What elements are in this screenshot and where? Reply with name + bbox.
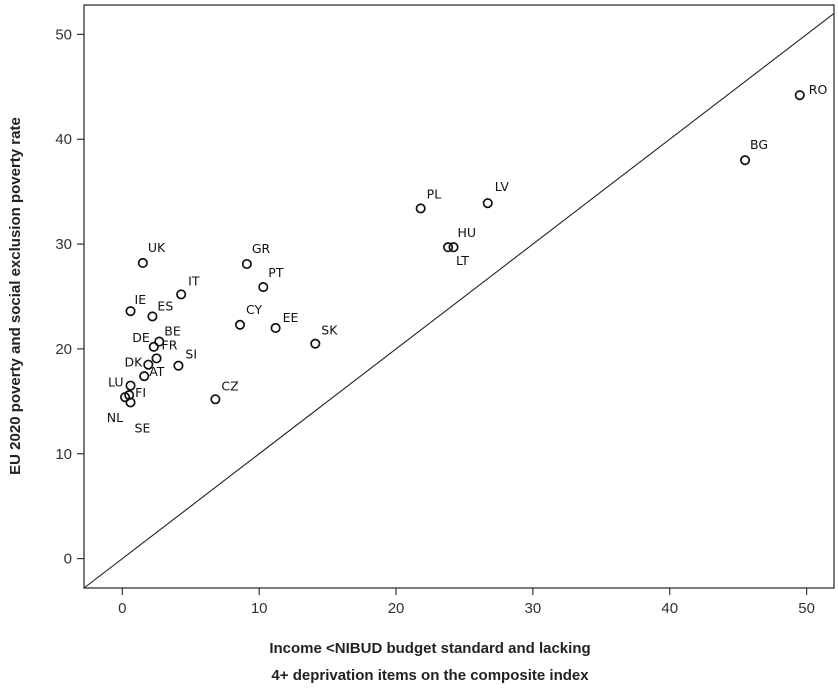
data-points-layer [120,90,805,408]
x-tick-label: 10 [251,600,268,617]
y-tick-label: 30 [55,236,72,253]
point-label-hu: HU [458,225,477,240]
plot-frame [83,4,835,589]
data-point-fr [151,353,162,364]
data-point-ee [270,322,281,334]
point-label-gr: GR [252,241,271,256]
x-tick-label: 50 [798,600,815,617]
data-point-ie [125,306,136,317]
point-label-pt: PT [268,265,284,280]
point-label-si: SI [185,347,197,362]
data-point-bg [739,155,751,166]
point-label-ro: RO [809,82,828,97]
reference-line-y-equals-x [83,12,835,589]
y-tick-label: 10 [55,446,72,463]
axis-ticks-layer: 0 10 20 30 40 50 0 10 20 30 40 50 [55,26,815,617]
point-labels-layer: RO BG PL LV HU LT UK GR PT IT IE ES CY EE BE DE SK FR SI DK… [107,82,828,435]
point-label-bg: BG [750,137,768,152]
data-point-de [148,341,159,352]
point-label-fi: FI [135,385,146,400]
point-label-es: ES [157,298,173,313]
data-point-pt [258,282,269,293]
y-tick-label: 50 [55,26,72,43]
x-tick-label: 20 [388,600,405,617]
data-point-be [154,336,165,347]
point-label-sk: SK [321,323,338,338]
point-label-it: IT [188,273,200,288]
data-point-it [176,289,187,300]
point-label-de: DE [132,330,150,345]
y-tick-label: 40 [55,131,72,148]
point-label-fr: FR [162,337,178,352]
data-point-lu [125,380,136,391]
point-label-cy: CY [246,302,263,317]
point-label-pl: PL [427,186,442,201]
x-tick-label: 30 [525,600,542,617]
reference-line-layer [83,12,835,589]
x-axis-title-line-2: 4+ deprivation items on the composite in… [271,667,589,684]
data-point-ro [794,90,805,101]
y-tick-label: 20 [55,341,72,358]
data-point-se [125,397,136,408]
data-point-cz [210,394,221,405]
point-label-lv: LV [495,179,510,194]
x-tick-label: 0 [118,600,126,617]
point-label-uk: UK [148,240,166,255]
data-point-lv [482,198,493,209]
y-tick-label: 0 [64,551,72,568]
point-label-be: BE [164,324,181,339]
x-tick-label: 40 [661,600,678,617]
data-point-si [173,360,184,371]
point-label-nl: NL [107,410,123,425]
point-label-lt: LT [456,253,469,268]
data-point-hu [448,242,459,253]
point-label-cz: CZ [221,378,238,393]
y-axis-title: EU 2020 poverty and social exclusion pov… [7,117,24,475]
data-point-es [147,311,158,322]
point-label-dk: DK [124,355,143,370]
data-point-dk [143,359,154,370]
data-point-at [139,371,150,382]
data-point-pl [415,203,426,214]
data-point-lt [443,242,454,253]
point-label-ee: EE [283,310,299,325]
point-label-at: AT [149,364,165,379]
x-axis-title-line-1: Income <NIBUD budget standard and lackin… [269,640,590,657]
point-label-se: SE [135,420,151,435]
data-point-nl [120,392,131,403]
data-point-gr [241,258,252,270]
data-point-sk [310,338,321,349]
point-label-ie: IE [135,292,147,307]
point-label-lu: LU [108,375,124,390]
data-point-cy [234,319,246,330]
data-point-uk [137,257,148,268]
